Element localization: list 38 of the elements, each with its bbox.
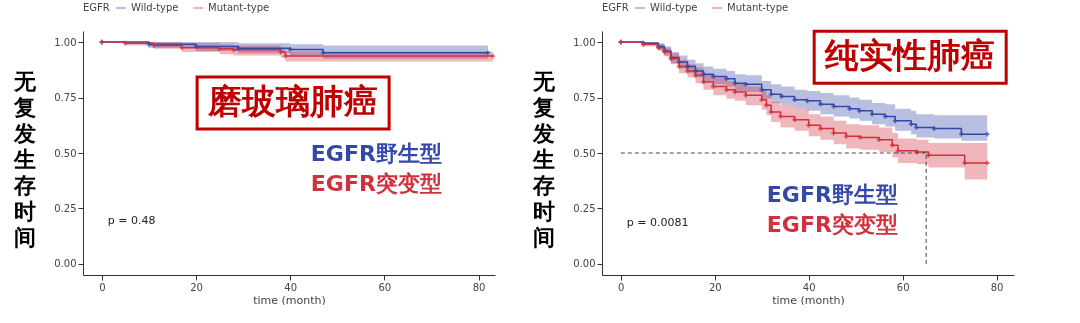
x-tick-label: 60 — [378, 281, 392, 293]
x-tick-label: 80 — [990, 281, 1004, 293]
annotation: EGFR突变型 — [310, 170, 442, 196]
annotation: p = 0.48 — [107, 214, 156, 228]
legend-title: EGFR — [83, 2, 110, 13]
x-tick-label: 20 — [190, 281, 203, 293]
y-tick-label: 0.00 — [54, 258, 77, 270]
y-tick-label: 1.00 — [54, 36, 77, 48]
y-tick-label: 0.75 — [573, 92, 596, 104]
legend-label: Wild-type — [131, 2, 179, 13]
x-tick-label: 40 — [284, 281, 298, 293]
x-tick-label: 0 — [99, 281, 106, 293]
legend-label: Wild-type — [650, 2, 698, 13]
x-tick-label: 80 — [472, 281, 486, 293]
x-axis-title: time (month) — [253, 293, 326, 307]
legend-title: EGFR — [602, 2, 629, 13]
y-tick-label: 1.00 — [573, 36, 596, 48]
x-tick-label: 20 — [708, 281, 722, 293]
annotation: EGFR野生型 — [310, 141, 442, 167]
y-tick-label: 0.00 — [573, 258, 596, 270]
x-tick-label: 60 — [896, 281, 910, 293]
y-axis-title: 无复发生存时间 — [13, 69, 37, 250]
y-tick-label: 0.75 — [54, 92, 77, 104]
y-tick-label: 0.25 — [54, 202, 77, 214]
y-tick-label: 0.25 — [573, 202, 596, 214]
y-axis-title: 无复发生存时间 — [532, 69, 556, 250]
x-axis-title: time (month) — [772, 293, 845, 307]
annotation: p = 0.0081 — [626, 215, 689, 229]
text: 磨玻璃肺癌 — [207, 80, 379, 121]
y-tick-label: 0.50 — [573, 147, 596, 159]
legend-label: Mutant-type — [208, 2, 270, 13]
annotation: EGFR突变型 — [766, 212, 898, 238]
chart-title: 纯实性肺癌 — [824, 35, 996, 76]
x-tick-label: 40 — [802, 281, 816, 293]
y-tick-label: 0.50 — [54, 147, 77, 159]
legend-label: Mutant-type — [727, 2, 789, 13]
annotation: EGFR野生型 — [766, 182, 898, 208]
x-tick-label: 0 — [618, 281, 625, 293]
